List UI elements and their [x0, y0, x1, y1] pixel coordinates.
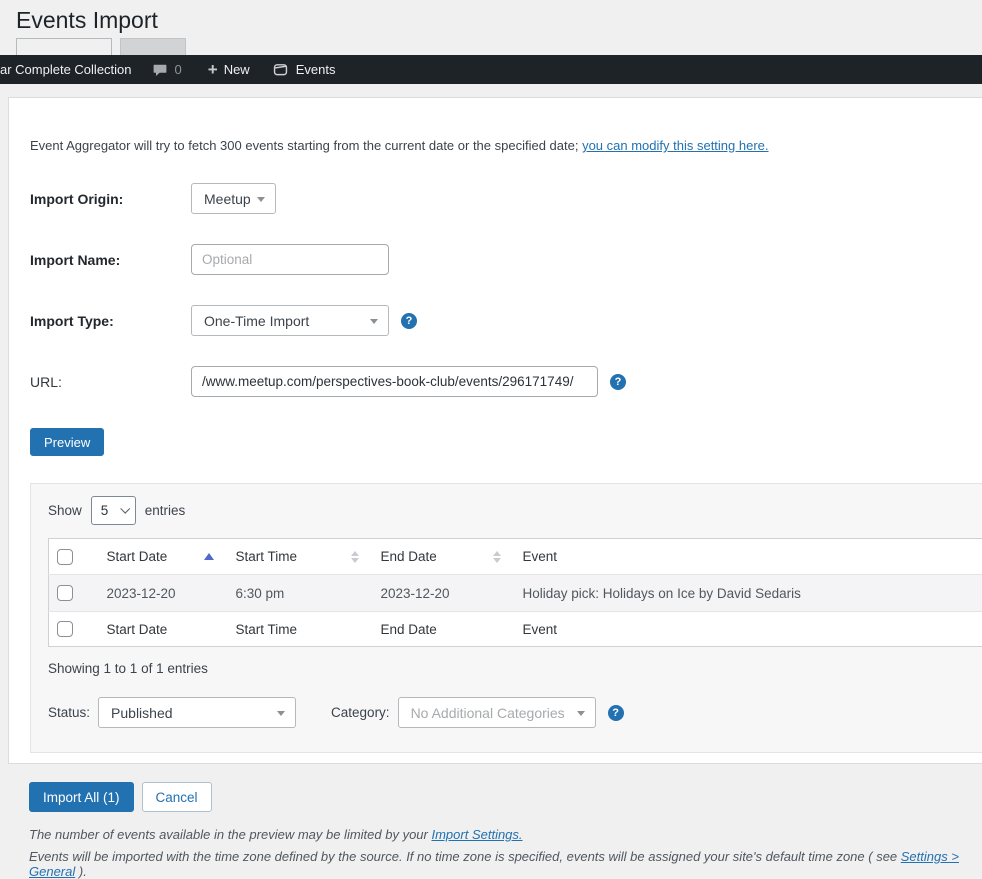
page-title: Events Import — [0, 0, 982, 35]
header-start-date[interactable]: Start Date — [99, 539, 228, 575]
comment-bubble-icon — [152, 62, 168, 78]
url-input[interactable] — [191, 366, 598, 397]
cell-start-time: 6:30 pm — [228, 575, 373, 612]
intro-text: Event Aggregator will try to fetch 300 e… — [30, 98, 982, 153]
tab-strip — [16, 38, 186, 55]
category-help-icon[interactable]: ? — [608, 705, 624, 721]
note2-suffix: ). — [75, 864, 87, 879]
header-start-date-label: Start Date — [107, 549, 168, 564]
category-dropdown[interactable]: No Additional Categories — [398, 697, 596, 728]
intro-text-static: Event Aggregator will try to fetch 300 e… — [30, 138, 582, 153]
plus-icon: + — [208, 57, 218, 83]
url-row: URL: ? — [30, 366, 982, 397]
status-label: Status: — [48, 705, 90, 720]
admin-bar-comments[interactable]: 0 — [152, 55, 182, 84]
footer-start-date: Start Date — [99, 612, 228, 647]
header-end-date-label: End Date — [381, 549, 437, 564]
table-header-row: Start Date Start Time End Date — [49, 539, 982, 575]
admin-bar-events[interactable]: Events — [272, 55, 336, 84]
status-dropdown[interactable]: Published — [98, 697, 296, 728]
footer-event: Event — [515, 612, 982, 647]
import-panel: Event Aggregator will try to fetch 300 e… — [8, 97, 982, 764]
import-name-input[interactable] — [191, 244, 389, 275]
status-value: Published — [111, 705, 173, 721]
category-label: Category: — [331, 705, 390, 720]
new-label: New — [224, 55, 250, 84]
chevron-down-icon — [370, 319, 378, 324]
cancel-button[interactable]: Cancel — [142, 782, 212, 812]
sort-both-icon — [351, 551, 359, 563]
events-preview-table: Start Date Start Time End Date — [48, 538, 982, 647]
events-calendar-icon — [272, 61, 289, 78]
show-label: Show — [48, 503, 82, 518]
table-footer-row: Start Date Start Time End Date Event — [49, 612, 982, 647]
import-origin-value: Meetup — [204, 191, 251, 207]
footer-checkbox[interactable] — [57, 621, 73, 637]
tab-saved[interactable] — [120, 38, 186, 55]
url-label: URL: — [30, 374, 191, 390]
entries-per-page-select[interactable]: 5 — [91, 496, 136, 525]
import-origin-row: Import Origin: Meetup — [30, 183, 982, 214]
comments-count: 0 — [175, 55, 182, 84]
import-settings-link[interactable]: Import Settings. — [431, 827, 522, 842]
timezone-note: Events will be imported with the time zo… — [29, 849, 982, 879]
import-origin-label: Import Origin: — [30, 191, 191, 207]
row-checkbox[interactable] — [57, 585, 73, 601]
note1-text: The number of events available in the pr… — [29, 827, 431, 842]
url-help-icon[interactable]: ? — [610, 374, 626, 390]
cell-end-date: 2023-12-20 — [373, 575, 515, 612]
import-type-row: Import Type: One-Time Import ? — [30, 305, 982, 336]
sort-both-icon — [493, 551, 501, 563]
import-type-dropdown[interactable]: One-Time Import — [191, 305, 389, 336]
cell-event: Holiday pick: Holidays on Ice by David S… — [515, 575, 982, 612]
tab-one-time[interactable] — [16, 38, 112, 55]
preview-button[interactable]: Preview — [30, 428, 104, 456]
header-end-date[interactable]: End Date — [373, 539, 515, 575]
footer-end-date: End Date — [373, 612, 515, 647]
import-all-button[interactable]: Import All (1) — [29, 782, 134, 812]
table-row: 2023-12-20 6:30 pm 2023-12-20 Holiday pi… — [49, 575, 982, 612]
admin-bar-new[interactable]: + New — [208, 55, 250, 84]
chevron-down-icon — [257, 197, 265, 202]
bottom-actions: Import All (1) Cancel — [29, 782, 982, 812]
admin-bar: ar Complete Collection 0 + New Events — [0, 55, 982, 84]
import-name-label: Import Name: — [30, 252, 191, 268]
page-header: Events Import — [0, 0, 982, 55]
showing-entries-text: Showing 1 to 1 of 1 entries — [48, 661, 982, 676]
import-settings-note: The number of events available in the pr… — [29, 827, 982, 842]
cell-start-date: 2023-12-20 — [99, 575, 228, 612]
entries-length-row: Show 5 entries — [48, 496, 982, 525]
note2-text: Events will be imported with the time zo… — [29, 849, 901, 864]
import-origin-dropdown[interactable]: Meetup — [191, 183, 276, 214]
header-event[interactable]: Event — [515, 539, 982, 575]
import-type-help-icon[interactable]: ? — [401, 313, 417, 329]
import-name-row: Import Name: — [30, 244, 982, 275]
entries-label: entries — [145, 503, 186, 518]
chevron-down-icon — [277, 711, 285, 716]
header-event-label: Event — [523, 549, 558, 564]
import-form: Import Origin: Meetup Import Name: Impor… — [30, 183, 982, 397]
header-start-time[interactable]: Start Time — [228, 539, 373, 575]
admin-bar-site-name[interactable]: ar Complete Collection — [0, 55, 138, 84]
modify-setting-link[interactable]: you can modify this setting here. — [582, 138, 768, 153]
select-all-checkbox[interactable] — [57, 549, 73, 565]
status-category-row: Status: Published Category: No Additiona… — [48, 697, 982, 728]
events-label: Events — [296, 55, 336, 84]
header-start-time-label: Start Time — [236, 549, 298, 564]
import-type-label: Import Type: — [30, 313, 191, 329]
footer-start-time: Start Time — [228, 612, 373, 647]
sort-ascending-icon — [204, 553, 214, 560]
preview-results-section: Show 5 entries Start Date — [30, 483, 982, 753]
chevron-down-icon — [577, 711, 585, 716]
header-gap — [0, 84, 982, 97]
category-value: No Additional Categories — [411, 705, 565, 721]
chevron-down-icon — [120, 504, 130, 514]
import-type-value: One-Time Import — [204, 313, 309, 329]
entries-per-page-value: 5 — [101, 503, 109, 518]
